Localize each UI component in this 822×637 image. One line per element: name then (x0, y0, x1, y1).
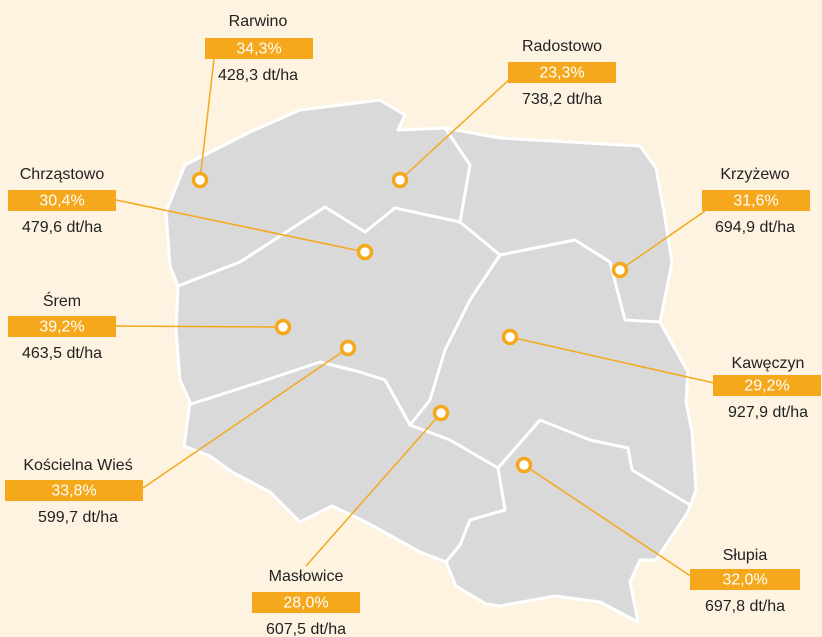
leader-line (523, 464, 693, 578)
share-box (8, 316, 116, 337)
share-box (713, 375, 821, 396)
location-marker (356, 243, 374, 261)
yield-label: 927,9 dt/ha (728, 404, 808, 421)
share-label: 31,6% (733, 193, 778, 210)
region-border (444, 467, 507, 563)
location-marker (339, 339, 357, 357)
leader-line (115, 199, 366, 253)
leader-line (199, 58, 215, 181)
leader-line (142, 347, 349, 489)
location-marker (515, 456, 533, 474)
share-label: 34,3% (236, 41, 281, 58)
yield-label: 694,9 dt/ha (715, 219, 795, 236)
location-name: Słupia (723, 547, 768, 564)
share-label: 29,2% (744, 378, 789, 395)
location-name: Kawęczyn (732, 355, 805, 372)
yield-label: 463,5 dt/ha (22, 345, 102, 362)
leader-line (305, 412, 442, 567)
location-name: Rarwino (229, 13, 288, 30)
share-label: 30,4% (39, 193, 84, 210)
yield-label: 599,7 dt/ha (38, 509, 118, 526)
yield-label: 607,5 dt/ha (266, 621, 346, 637)
location-name: Kościelna Wieś (23, 457, 132, 474)
region-border (443, 127, 472, 223)
location-marker (391, 171, 409, 189)
yield-label: 738,2 dt/ha (522, 91, 602, 108)
location-name: Śrem (43, 291, 81, 310)
share-label: 33,8% (51, 483, 96, 500)
location-marker (501, 328, 519, 346)
share-label: 39,2% (39, 319, 84, 336)
region-border (408, 254, 502, 426)
location-name: Masłowice (269, 568, 344, 585)
location-name: Krzyżewo (720, 166, 789, 183)
leader-line (399, 76, 513, 181)
leader-line (115, 325, 284, 328)
share-label: 32,0% (722, 572, 767, 589)
share-label: 28,0% (283, 595, 328, 612)
region-border (496, 418, 691, 507)
location-name: Radostowo (522, 38, 602, 55)
region-border (499, 238, 661, 324)
leader-line (619, 210, 706, 271)
share-box (8, 190, 116, 211)
yield-label: 479,6 dt/ha (22, 219, 102, 236)
location-marker (611, 261, 629, 279)
share-label: 23,3% (539, 65, 584, 82)
location-marker (432, 404, 450, 422)
share-box (205, 38, 313, 59)
location-marker (274, 318, 292, 336)
yield-label: 428,3 dt/ha (218, 67, 298, 84)
location-marker (191, 171, 209, 189)
share-box (702, 190, 810, 211)
location-name: Chrząstowo (20, 166, 105, 183)
share-box (690, 569, 800, 590)
share-box (252, 592, 360, 613)
region-borders (177, 127, 691, 563)
leader-line (509, 336, 715, 384)
region-border (187, 360, 499, 470)
share-box (508, 62, 616, 83)
labels: Rarwino 34,3% 428,3 dt/ha Radostowo 23,3% 738… (5, 13, 821, 637)
share-box (5, 480, 143, 501)
yield-label: 697,8 dt/ha (705, 598, 785, 615)
